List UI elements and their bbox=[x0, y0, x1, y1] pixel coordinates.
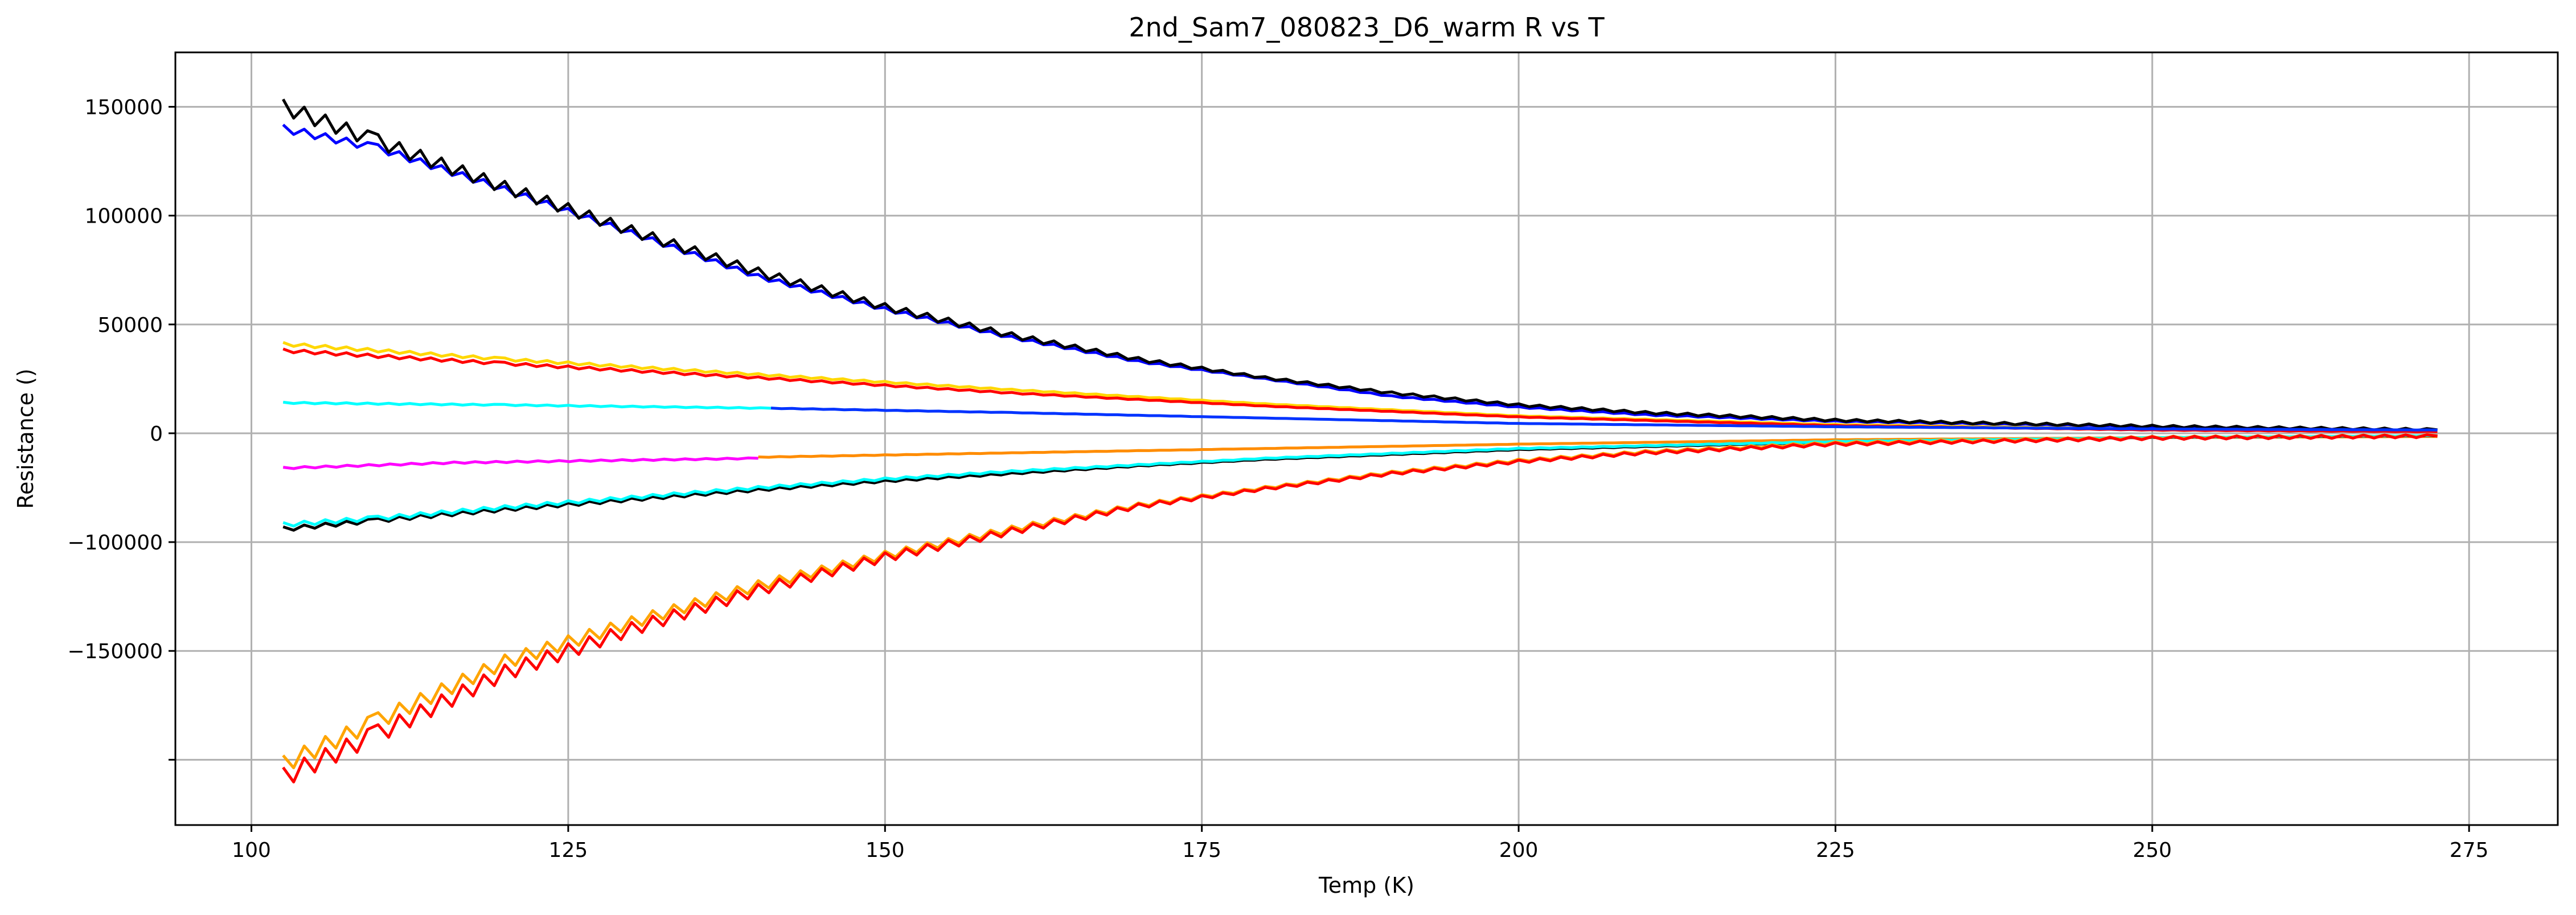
y-tick-label: −100000 bbox=[67, 531, 163, 555]
series-line-4 bbox=[282, 400, 772, 410]
series-line-11 bbox=[282, 433, 2438, 783]
y-tick-label: 100000 bbox=[85, 205, 163, 228]
y-tick-label: −150000 bbox=[67, 640, 163, 663]
series-line-6 bbox=[282, 456, 758, 470]
grid bbox=[175, 52, 2558, 825]
plot-frame bbox=[174, 51, 2559, 826]
x-tick-label: 150 bbox=[865, 839, 905, 862]
y-axis-label: Resistance () bbox=[13, 368, 38, 509]
ticks: 100 125 150 175 200 225 250 275 150000 100000 5000… bbox=[67, 96, 2488, 862]
y-tick-label: 0 bbox=[150, 422, 163, 446]
x-tick-label: 275 bbox=[2450, 839, 2489, 862]
y-tick-label: 50000 bbox=[97, 314, 163, 337]
series-layer bbox=[282, 99, 2438, 783]
x-tick-label: 225 bbox=[1816, 839, 1855, 862]
x-tick-label: 125 bbox=[549, 839, 588, 862]
chart-title: 2nd_Sam7_080823_D6_warm R vs T bbox=[1129, 12, 1605, 43]
x-tick-label: 175 bbox=[1182, 839, 1221, 862]
series-line-9 bbox=[282, 434, 2438, 528]
x-tick-label: 200 bbox=[1499, 839, 1539, 862]
series-line-5 bbox=[770, 407, 2438, 432]
x-tick-label: 100 bbox=[232, 839, 271, 862]
x-axis-label: Temp (K) bbox=[1318, 873, 1414, 898]
x-tick-label: 250 bbox=[2132, 839, 2172, 862]
series-line-1 bbox=[282, 99, 2438, 432]
y-tick-label: 150000 bbox=[85, 96, 163, 120]
